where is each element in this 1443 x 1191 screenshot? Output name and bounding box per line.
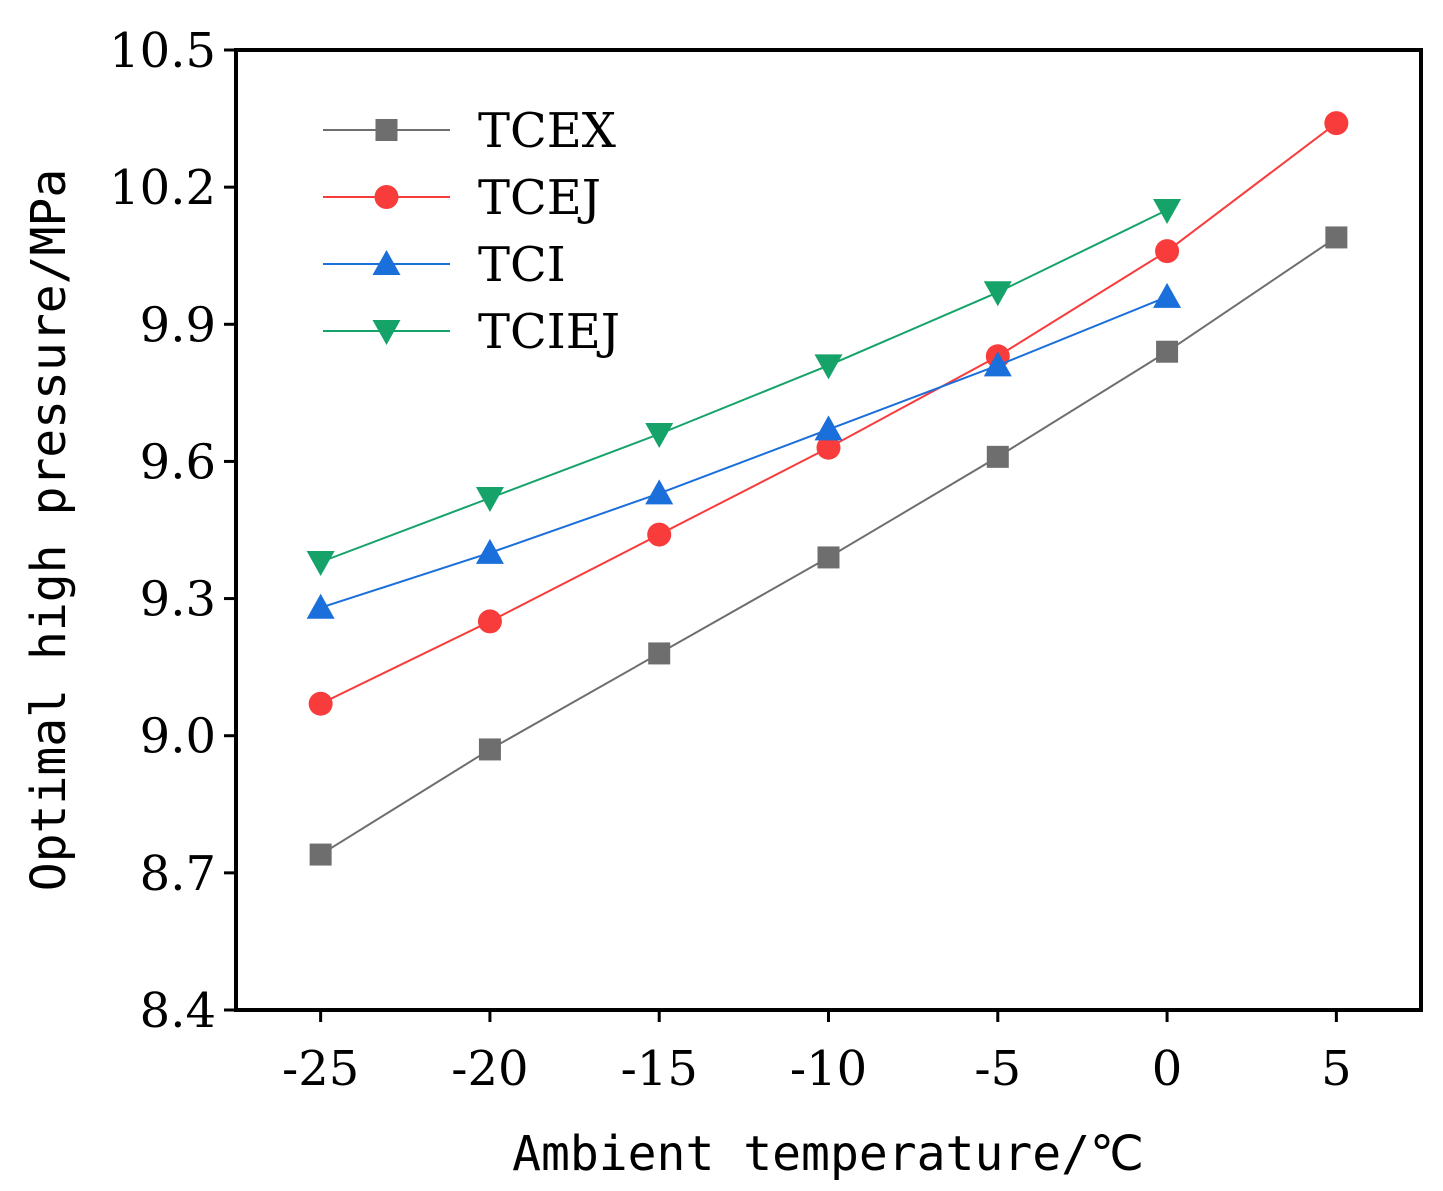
data-point-tcej — [647, 522, 672, 547]
data-point-tcej — [477, 609, 502, 634]
data-point-tci — [475, 538, 504, 564]
y-tick-label: 8.4 — [140, 983, 216, 1039]
data-point-tci — [645, 479, 674, 505]
x-tick-label: -10 — [790, 1041, 867, 1097]
data-point-tcex — [478, 738, 501, 761]
y-axis-title: Optimal high pressure/MPa — [21, 169, 77, 891]
y-tick-label: 9.0 — [140, 709, 216, 765]
legend-label-tciej: TCIEJ — [478, 304, 620, 360]
data-point-tcex — [648, 642, 671, 665]
data-point-tciej — [475, 487, 504, 512]
series-line-tcex — [320, 236, 1337, 856]
legend-label-tcej: TCEJ — [478, 170, 601, 226]
data-point-tcex — [1156, 340, 1179, 363]
legend-label-tci: TCI — [478, 237, 566, 293]
x-tick-label: -5 — [974, 1041, 1021, 1097]
x-tick-label: -15 — [621, 1041, 698, 1097]
legend-marker-tcex — [375, 119, 398, 141]
x-tick-label: -20 — [451, 1041, 528, 1097]
series-line-tciej — [320, 209, 1168, 563]
data-point-tci — [814, 415, 843, 441]
legend-label-tcex: TCEX — [478, 103, 616, 159]
y-tick-label: 9.3 — [140, 572, 216, 628]
data-point-tciej — [983, 281, 1012, 307]
data-point-tciej — [814, 354, 843, 380]
y-tick-label: 9.9 — [140, 297, 216, 353]
x-tick-label: 0 — [1152, 1041, 1183, 1097]
data-point-tcej — [1324, 111, 1349, 136]
plot-layer — [306, 111, 1349, 866]
data-point-tcej — [1155, 239, 1180, 264]
legend: TCEX TCEJ TCI TCIEJ — [323, 103, 620, 360]
y-tick-label: 10.5 — [109, 23, 216, 79]
data-point-tcex — [1325, 226, 1348, 249]
data-point-tcej — [816, 435, 841, 460]
x-axis-title: Ambient temperature/℃ — [512, 1126, 1144, 1182]
data-point-tciej — [306, 551, 335, 576]
data-point-tcex — [986, 445, 1009, 468]
series-line-tci — [320, 295, 1168, 609]
legend-marker-tci — [372, 250, 401, 275]
data-point-tci — [983, 351, 1012, 377]
data-point-tciej — [645, 423, 674, 448]
x-tick-label: -25 — [282, 1041, 359, 1097]
data-point-tciej — [1153, 199, 1182, 224]
data-point-tcex — [309, 843, 332, 866]
y-tick-label: 9.6 — [140, 434, 216, 490]
y-tick-label: 10.2 — [109, 160, 216, 216]
data-point-tcej — [308, 691, 333, 716]
series-line-tcej — [320, 122, 1337, 705]
data-point-tci — [306, 593, 335, 619]
legend-marker-tcej — [374, 185, 399, 209]
x-tick-label: 5 — [1321, 1041, 1352, 1097]
data-point-tci — [1153, 282, 1182, 308]
axes-layer: -25 -20 -15 -10 -5 0 5 8.4 8.7 9.0 9.3 9.6 9.9 10.2 10… — [109, 23, 1423, 1097]
data-point-tcex — [817, 546, 840, 569]
y-tick-label: 8.7 — [140, 846, 216, 902]
legend-marker-tciej — [372, 320, 401, 345]
